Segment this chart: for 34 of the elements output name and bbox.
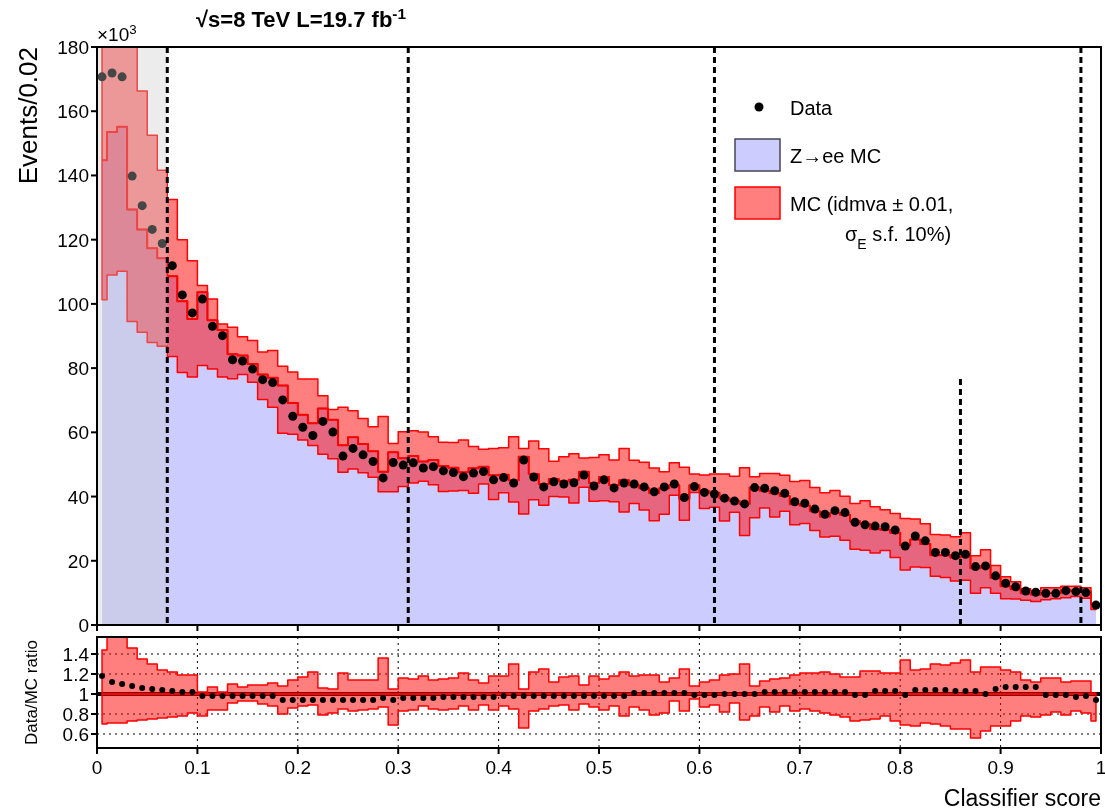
text: ×10$^{3}$ xyxy=(97,21,137,45)
y-tick-label: 0.6 xyxy=(62,724,89,745)
x-tick-label: 0 xyxy=(91,757,103,778)
y-tick-label: 1 xyxy=(78,684,89,705)
y-tick-label: 1.2 xyxy=(62,664,89,685)
x-tick-label: 0.5 xyxy=(585,757,613,778)
y-tick-label: 20 xyxy=(67,550,89,572)
y-tick-label: 140 xyxy=(57,165,89,187)
y-tick-label: 40 xyxy=(67,486,89,508)
y-tick-label: 80 xyxy=(67,358,89,380)
x-tick-label: 0.3 xyxy=(384,757,412,778)
y-tick-label: 160 xyxy=(57,101,89,123)
x-tick-label: 0.8 xyxy=(886,757,914,778)
chart-title: √s=8 TeV L=19.7 fb$^{-1}$ xyxy=(196,4,407,32)
x-tick-label: 0.2 xyxy=(284,757,312,778)
x-tick-label: 0.1 xyxy=(184,757,211,778)
y-axis-title: Events/0.02 xyxy=(13,47,43,185)
y-axis-title: Data/MC ratio xyxy=(22,640,41,745)
y-tick-label: 1.4 xyxy=(62,644,90,665)
legend-label: MC (idmva ± 0.01, σ$_{E}$ s.f. 10%) xyxy=(790,193,954,252)
y-tick-label: 60 xyxy=(67,422,89,444)
y-tick-label: 180 xyxy=(57,37,89,58)
x-axis-title: Classifier score xyxy=(943,785,1101,811)
y-tick-label: 0 xyxy=(78,615,89,636)
y-tick-label: 0.8 xyxy=(62,704,89,725)
x-tick-label: 0.6 xyxy=(686,757,713,778)
y-tick-label: 100 xyxy=(57,293,89,315)
x-tick-label: 1 xyxy=(1095,757,1105,778)
legend-label: Data xyxy=(790,97,834,119)
x-tick-label: 0.9 xyxy=(987,757,1014,778)
legend-label: Z→ee MC xyxy=(790,145,882,167)
x-tick-label: 0.4 xyxy=(485,757,513,778)
x-tick-label: 0.7 xyxy=(786,757,814,778)
y-tick-label: 120 xyxy=(57,229,89,251)
